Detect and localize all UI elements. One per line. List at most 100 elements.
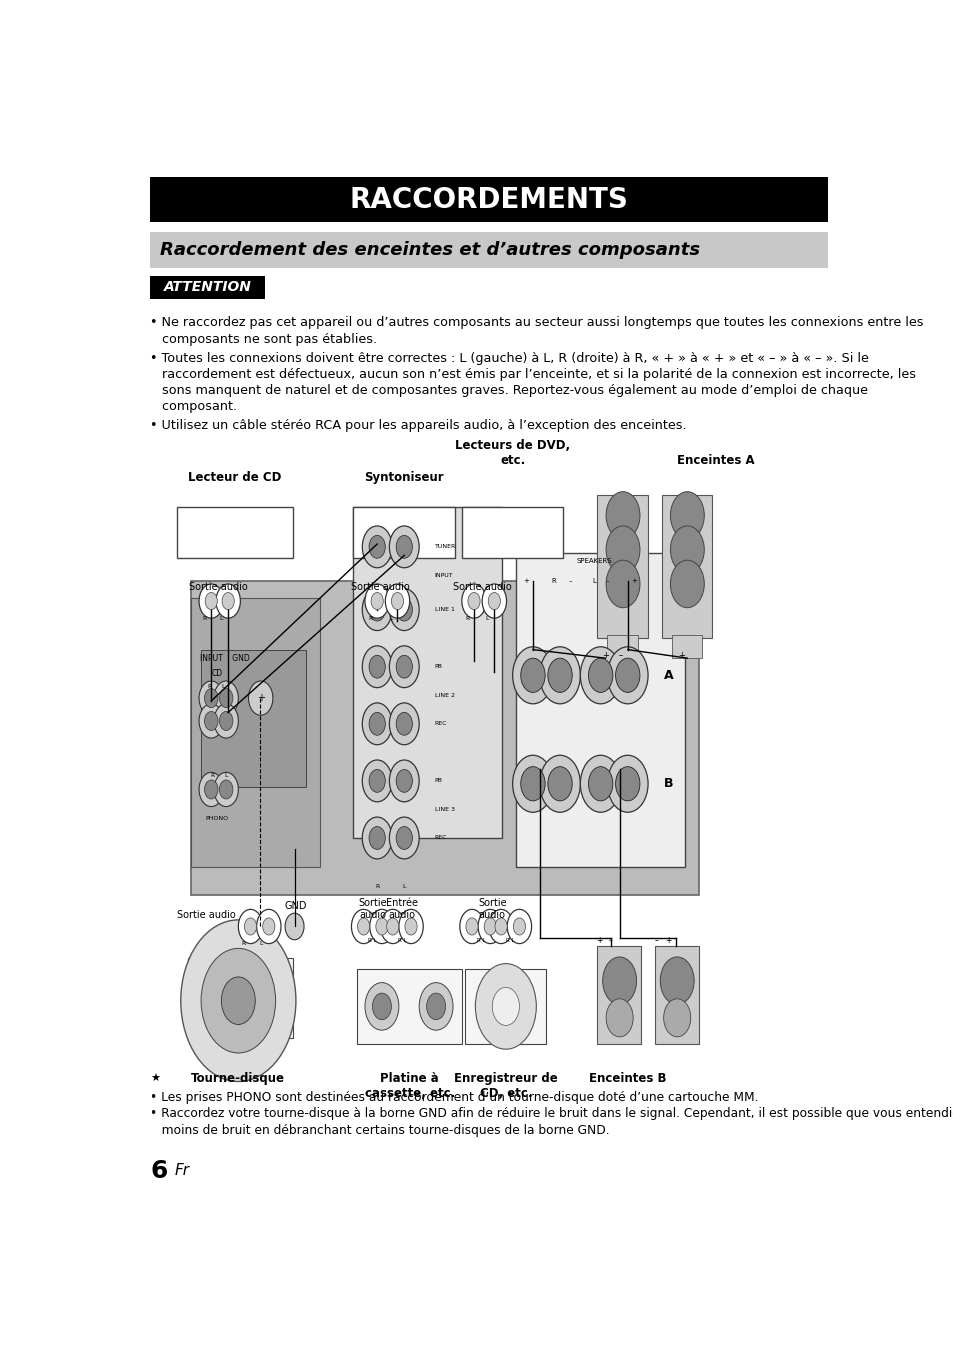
- Text: A: A: [663, 669, 673, 682]
- Circle shape: [201, 949, 275, 1053]
- Circle shape: [426, 993, 445, 1019]
- Text: Sortie
audio: Sortie audio: [477, 898, 506, 919]
- Text: –: –: [618, 651, 622, 659]
- Text: +: +: [256, 693, 264, 704]
- Circle shape: [385, 584, 409, 619]
- Circle shape: [395, 770, 412, 793]
- Circle shape: [256, 910, 281, 944]
- Circle shape: [199, 772, 223, 806]
- Text: Sortie audio: Sortie audio: [351, 582, 410, 592]
- Circle shape: [607, 647, 647, 704]
- Circle shape: [375, 918, 388, 936]
- Circle shape: [579, 755, 620, 813]
- Circle shape: [357, 918, 370, 936]
- Text: LINE 1: LINE 1: [435, 607, 455, 612]
- Bar: [597, 496, 647, 638]
- Circle shape: [395, 712, 412, 735]
- Text: R: R: [465, 616, 469, 620]
- Circle shape: [484, 918, 496, 936]
- Circle shape: [579, 647, 620, 704]
- Circle shape: [222, 593, 234, 609]
- Circle shape: [285, 913, 304, 940]
- Text: +: +: [678, 651, 684, 659]
- Text: L: L: [592, 578, 596, 584]
- Bar: [151, 232, 826, 268]
- Circle shape: [539, 647, 579, 704]
- Text: L: L: [224, 772, 228, 778]
- Circle shape: [507, 910, 531, 944]
- Text: • Ne raccordez pas cet appareil ou d’autres composants au secteur aussi longtemp: • Ne raccordez pas cet appareil ou d’aut…: [151, 317, 923, 329]
- Text: 6: 6: [151, 1159, 168, 1182]
- Circle shape: [369, 599, 385, 621]
- Circle shape: [362, 817, 392, 859]
- Circle shape: [369, 712, 385, 735]
- Text: Enceintes B: Enceintes B: [588, 1072, 666, 1085]
- Text: B: B: [663, 778, 673, 790]
- Text: R L: R L: [506, 938, 515, 944]
- Text: R: R: [208, 685, 212, 689]
- Circle shape: [204, 712, 218, 731]
- Circle shape: [389, 646, 418, 687]
- Circle shape: [512, 647, 553, 704]
- Text: Enregistreur de
CD, etc.: Enregistreur de CD, etc.: [454, 1072, 558, 1100]
- Bar: [654, 946, 699, 1043]
- Circle shape: [362, 526, 392, 568]
- Text: • Les prises PHONO sont destinées au raccordement d’un tourne-disque doté d’une : • Les prises PHONO sont destinées au rac…: [151, 1091, 758, 1104]
- Circle shape: [495, 918, 507, 936]
- Circle shape: [588, 767, 612, 801]
- Bar: [516, 553, 684, 867]
- Text: +: +: [596, 937, 602, 945]
- Circle shape: [221, 977, 255, 1024]
- Circle shape: [670, 492, 703, 539]
- Circle shape: [262, 918, 274, 936]
- Text: R L: R L: [368, 938, 376, 944]
- Circle shape: [244, 918, 256, 936]
- Circle shape: [467, 593, 479, 609]
- Circle shape: [663, 999, 690, 1037]
- Text: TUNER: TUNER: [435, 545, 456, 550]
- Text: L: L: [485, 616, 489, 620]
- Bar: [191, 599, 319, 867]
- Circle shape: [459, 910, 484, 944]
- Text: INPUT    GND: INPUT GND: [200, 654, 250, 663]
- Text: LINE 2: LINE 2: [435, 693, 455, 698]
- Text: • Toutes les connexions doivent être correctes : L (gauche) à L, R (droite) à R,: • Toutes les connexions doivent être cor…: [151, 352, 868, 365]
- Text: PB: PB: [435, 778, 442, 783]
- Text: R: R: [241, 941, 246, 946]
- Circle shape: [465, 918, 477, 936]
- Text: +: +: [601, 651, 608, 659]
- Circle shape: [461, 584, 486, 619]
- Circle shape: [547, 658, 572, 693]
- Text: L: L: [389, 616, 392, 620]
- Bar: [188, 958, 293, 1038]
- Text: Syntoniseur: Syntoniseur: [364, 470, 443, 484]
- Circle shape: [520, 767, 544, 801]
- Bar: [461, 507, 563, 558]
- Text: PB: PB: [435, 665, 442, 669]
- Bar: [354, 507, 502, 838]
- Circle shape: [204, 689, 218, 708]
- Circle shape: [512, 755, 553, 813]
- Circle shape: [370, 910, 394, 944]
- Circle shape: [365, 983, 398, 1030]
- Text: L: L: [258, 941, 262, 946]
- Circle shape: [398, 910, 423, 944]
- Circle shape: [205, 593, 217, 609]
- Circle shape: [391, 593, 403, 609]
- Text: Tourne-disque: Tourne-disque: [192, 1072, 285, 1085]
- Circle shape: [362, 760, 392, 802]
- Circle shape: [389, 589, 418, 631]
- Circle shape: [199, 681, 223, 716]
- Text: LINE 3: LINE 3: [435, 807, 455, 811]
- Text: INPUT: INPUT: [435, 573, 453, 578]
- Circle shape: [481, 584, 506, 619]
- Circle shape: [539, 755, 579, 813]
- Text: Raccordement des enceintes et d’autres composants: Raccordement des enceintes et d’autres c…: [160, 241, 700, 259]
- Text: R: R: [368, 616, 372, 620]
- Circle shape: [488, 910, 513, 944]
- Circle shape: [372, 993, 391, 1019]
- Bar: [201, 650, 306, 787]
- Circle shape: [362, 589, 392, 631]
- Bar: [607, 635, 638, 658]
- Circle shape: [219, 712, 233, 731]
